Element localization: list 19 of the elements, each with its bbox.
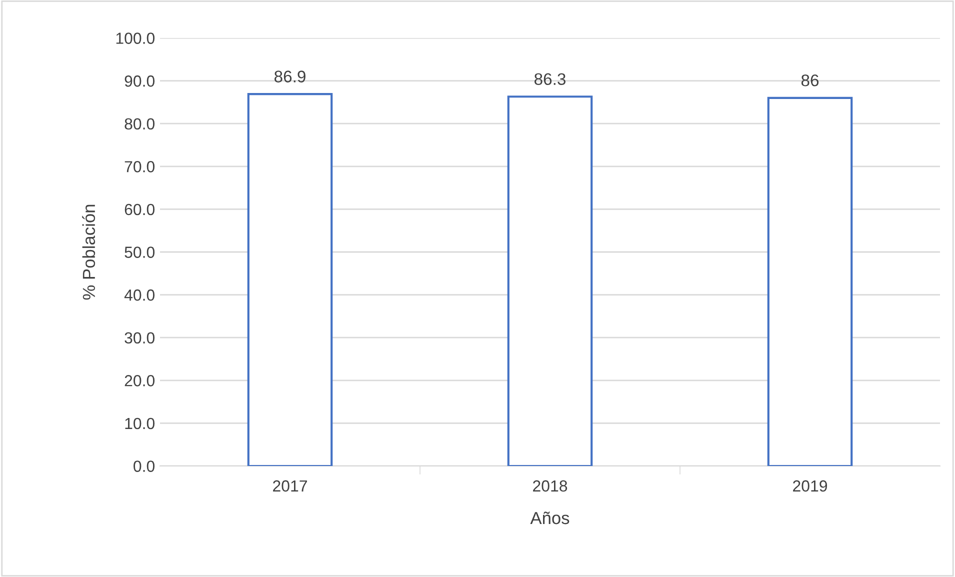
data-label: 86 <box>801 74 819 86</box>
x-tick-label: 2019 <box>793 480 828 492</box>
y-tick-label: 10.0 <box>125 418 155 430</box>
y-tick-label: 100.0 <box>116 32 155 44</box>
y-tick-label: 30.0 <box>124 332 155 344</box>
y-axis-title: % Población <box>82 204 96 300</box>
y-tick-label: 50.0 <box>124 246 155 258</box>
x-axis-title: Años <box>530 512 570 524</box>
y-tick-label: 70.0 <box>124 161 155 172</box>
data-label: 86.9 <box>274 70 306 82</box>
y-tick-label: 20.0 <box>124 375 155 386</box>
data-label: 86.3 <box>534 73 566 86</box>
x-tick-label: 2018 <box>533 480 568 492</box>
y-tick-label: 0.0 <box>134 460 155 472</box>
y-tick-label: 60.0 <box>124 204 155 216</box>
x-tick-label: 2017 <box>273 480 307 492</box>
y-tick-label: 80.0 <box>124 118 155 130</box>
y-tick-label: 90.0 <box>124 75 155 87</box>
y-tick-label: 40.0 <box>124 289 155 301</box>
